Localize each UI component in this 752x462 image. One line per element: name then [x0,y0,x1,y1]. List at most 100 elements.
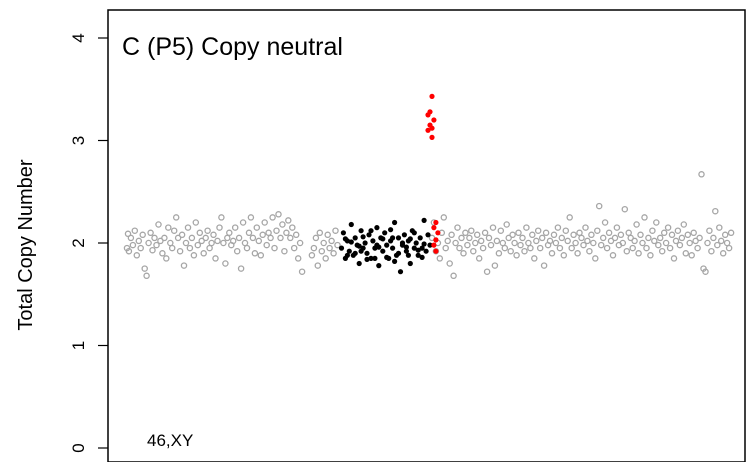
data-point [690,229,697,237]
data-point [364,250,370,256]
data-point [633,221,640,228]
data-point [376,263,382,269]
data-point [206,244,213,252]
data-point [413,240,419,246]
data-point [289,224,296,231]
data-point [495,250,503,257]
data-point [672,237,680,245]
data-point [629,244,636,252]
y-tick-label: 0 [69,443,88,452]
data-point [694,244,701,252]
data-point [507,247,514,255]
data-point [334,241,341,249]
data-point [609,252,617,259]
data-point [127,234,135,242]
data-point [415,247,421,253]
data-point [249,234,257,242]
data-point [188,234,196,242]
data-point [415,252,421,258]
data-point [574,250,581,257]
data-point [658,247,666,255]
data-point [384,242,390,248]
data-point [597,241,605,249]
data-point [684,231,692,239]
data-point [401,232,407,238]
data-point [245,229,253,237]
data-point [380,236,386,242]
data-point [366,232,372,238]
data-point [533,237,540,245]
data-point [239,219,247,226]
data-point [680,221,688,228]
data-point [153,241,160,249]
data-point [133,252,141,259]
data-point [425,127,431,133]
data-point [330,250,337,257]
data-point [710,234,717,242]
data-point [531,255,538,262]
data-point [382,230,388,236]
data-point [320,239,327,247]
data-point [540,262,548,269]
data-point [405,252,411,258]
data-point [155,221,162,228]
data-point [572,239,579,247]
data-point [477,237,485,245]
data-point [668,231,676,239]
data-point [212,255,219,262]
data-point [259,231,266,239]
data-point [273,227,280,234]
data-point [235,234,243,242]
data-point [202,234,209,242]
series-2 [425,93,441,254]
data-point [218,214,225,221]
data-point [460,250,467,257]
data-point [360,234,366,240]
data-point [421,241,427,247]
data-point [352,235,358,241]
data-point [562,227,570,234]
data-point [298,268,306,275]
data-point [568,244,575,252]
data-point [186,244,194,252]
data-point [525,239,532,247]
data-point [464,241,471,249]
data-point [576,229,583,237]
data-point [308,252,316,259]
data-point [143,272,150,280]
data-point [407,260,413,267]
data-point [613,224,621,231]
data-point [564,237,571,245]
data-point [558,234,566,242]
data-point [454,224,461,231]
data-point [292,231,300,239]
data-point [368,255,374,261]
data-point [721,231,729,239]
data-point [348,221,354,228]
data-point [255,237,263,245]
data-point [523,224,530,231]
data-point [310,244,318,252]
data-point [462,229,469,237]
data-point [489,224,497,231]
data-point [281,247,288,255]
data-point [725,244,733,252]
data-point [582,224,589,231]
data-point [395,250,402,256]
data-point [503,221,510,228]
data-point [431,242,437,248]
data-point [653,219,660,226]
data-point [621,205,629,213]
data-point [237,265,245,272]
data-point [448,231,455,239]
data-point [619,239,627,247]
data-point [601,219,609,226]
data-point [161,234,168,242]
data-point [372,255,378,261]
data-point [165,224,172,231]
data-point [631,237,638,245]
karyotype-annotation: 46,XY [147,431,193,450]
data-point [429,93,435,99]
data-point [340,230,346,236]
